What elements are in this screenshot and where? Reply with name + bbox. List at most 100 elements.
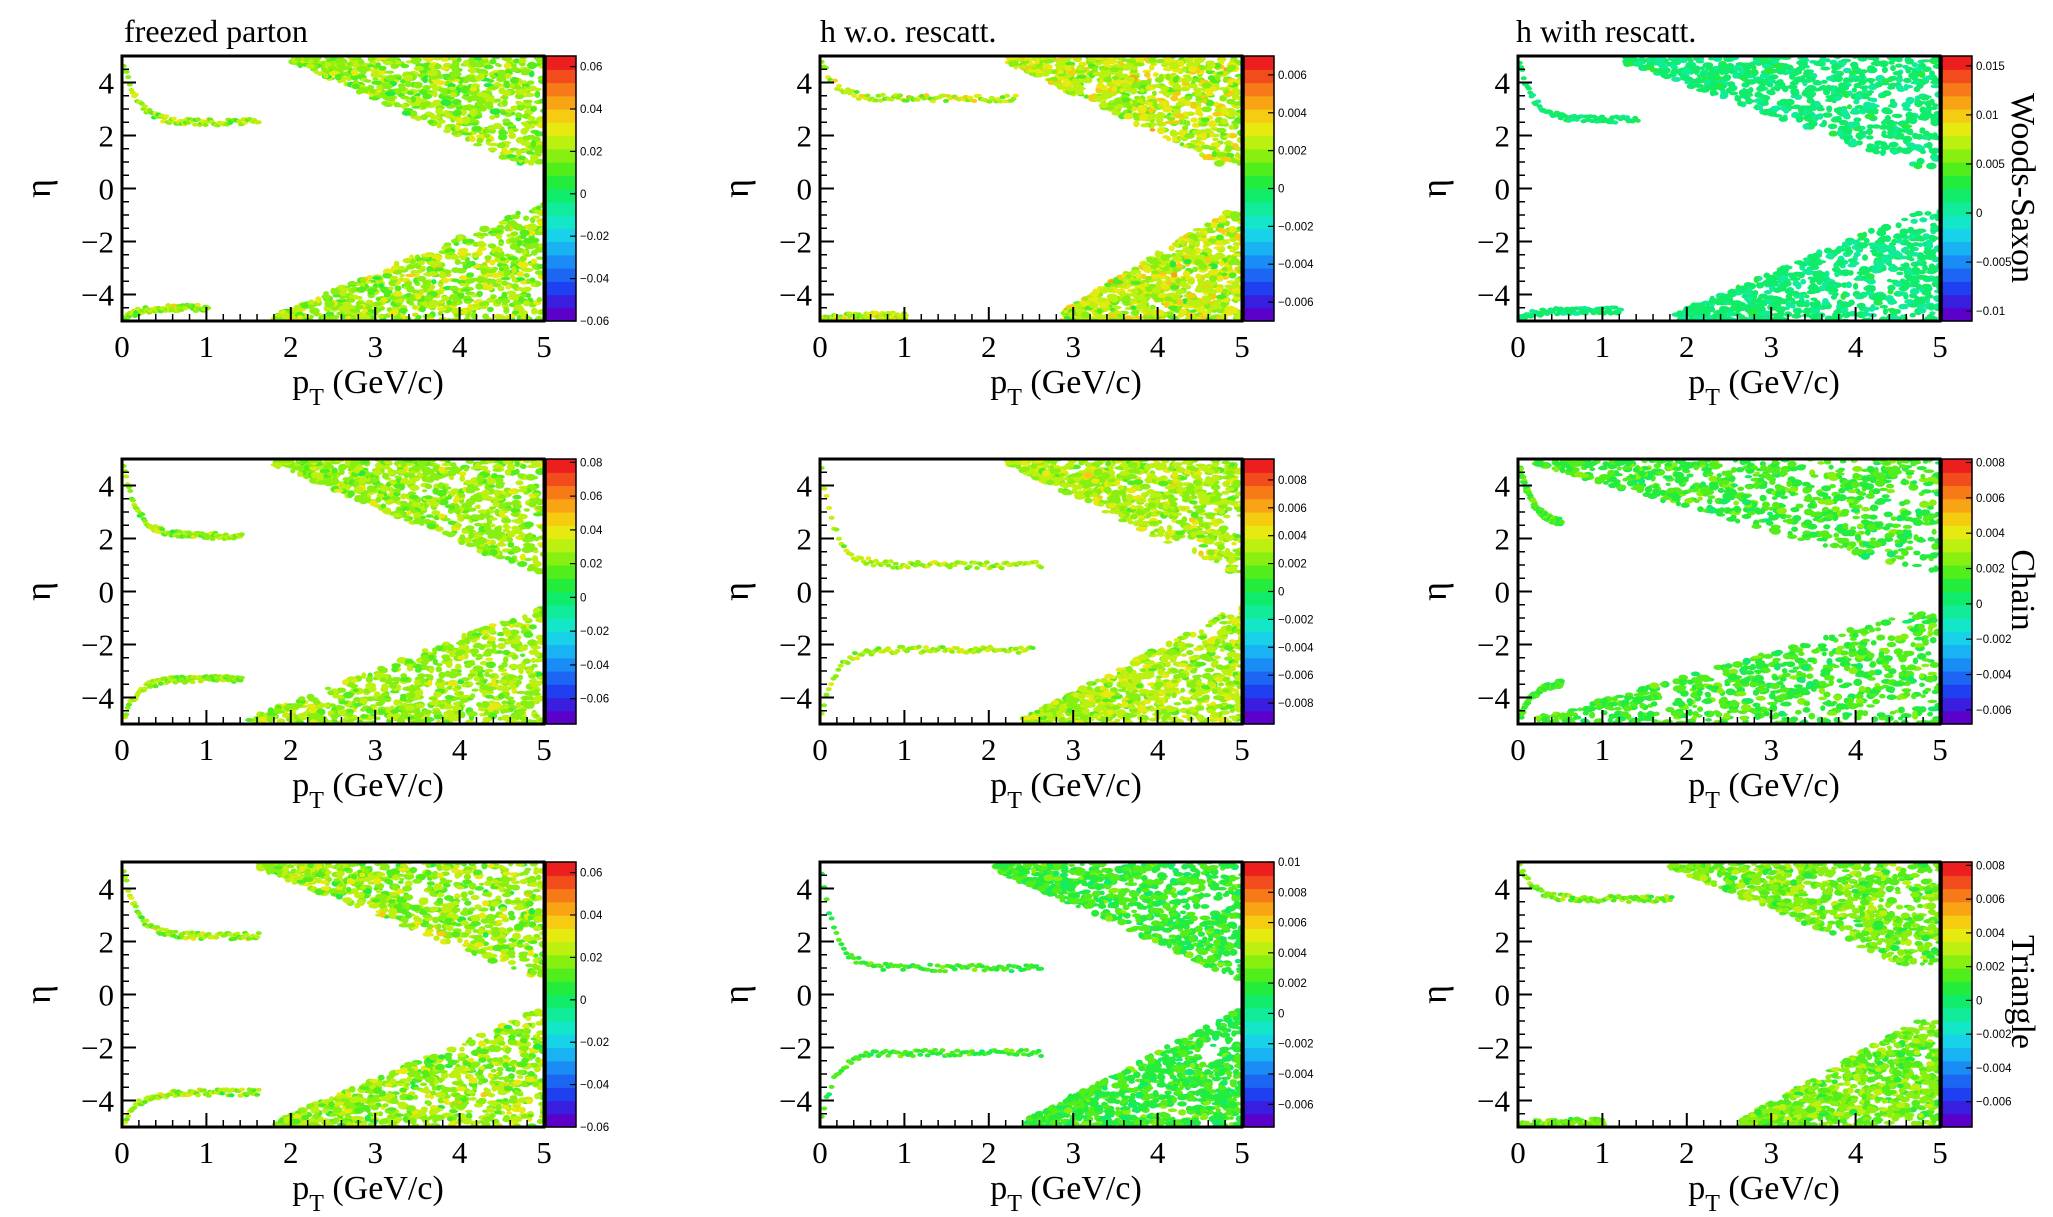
heatmap-cell xyxy=(529,154,539,162)
heatmap-cell xyxy=(1168,61,1179,70)
heatmap-cell xyxy=(514,93,525,100)
heatmap-cell xyxy=(1131,81,1142,89)
heatmap-cell xyxy=(1085,76,1093,84)
colorbar-tick-label: −0.04 xyxy=(580,274,610,286)
heatmap-cell xyxy=(1694,304,1704,309)
heatmap-cell xyxy=(423,56,434,63)
heatmap-cell xyxy=(1658,62,1669,69)
heatmap-cell xyxy=(351,83,360,90)
heatmap-cell xyxy=(315,296,322,304)
heatmap-cell xyxy=(1831,69,1837,74)
heatmap-cell xyxy=(1174,255,1183,261)
heatmap-cell xyxy=(1179,280,1187,288)
heatmap-cell xyxy=(457,234,464,241)
heatmap-cell xyxy=(943,98,949,103)
heatmap-cell xyxy=(1129,270,1138,276)
heatmap-cell xyxy=(1930,222,1937,228)
colorbar-segment xyxy=(546,148,576,163)
heatmap-cell xyxy=(1149,128,1156,132)
heatmap-cell xyxy=(1097,308,1102,314)
heatmap-cell xyxy=(1772,271,1783,277)
heatmap-cell xyxy=(1093,95,1103,102)
heatmap-cell xyxy=(1857,232,1866,238)
heatmap-cell xyxy=(1229,248,1235,253)
heatmap-cell xyxy=(1167,92,1175,96)
heatmap-cell xyxy=(1654,57,1663,64)
heatmap-cell xyxy=(534,90,541,98)
heatmap-cell xyxy=(1727,86,1737,91)
colorbar-tick-label: 0.004 xyxy=(1278,108,1307,120)
heatmap-cell xyxy=(519,255,527,262)
heatmap-cell xyxy=(1754,298,1764,304)
heatmap-cell xyxy=(1813,61,1824,66)
heatmap-cell xyxy=(1122,73,1129,79)
heatmap-cell xyxy=(1184,96,1193,100)
heatmap-cell xyxy=(1105,92,1117,97)
heatmap-cell xyxy=(497,142,506,149)
heatmap-cell xyxy=(1895,84,1904,91)
heatmap-cell xyxy=(487,101,494,108)
heatmap-cell xyxy=(501,99,508,106)
heatmap-cell xyxy=(449,92,458,98)
heatmap-cell xyxy=(1158,73,1165,80)
heatmap-cell xyxy=(530,237,540,243)
heatmap-cell xyxy=(1824,285,1836,292)
heatmap-cell xyxy=(274,313,284,318)
heatmap-cell xyxy=(1841,241,1853,247)
heatmap-cell xyxy=(1877,231,1884,235)
colorbar-segment xyxy=(546,122,576,137)
heatmap-cell xyxy=(1222,288,1228,295)
heatmap-cell xyxy=(338,306,345,312)
heatmap-cell xyxy=(348,294,359,299)
heatmap-cell xyxy=(410,110,418,117)
colorbar-segment xyxy=(1244,228,1274,243)
y-axis-label: η xyxy=(716,179,756,198)
heatmap-cell xyxy=(1926,162,1937,170)
heatmap-cell xyxy=(504,141,510,148)
heatmap-cell xyxy=(1765,295,1776,300)
heatmap-cell xyxy=(405,98,412,103)
heatmap-cell xyxy=(1158,90,1168,94)
heatmap-cell xyxy=(1198,263,1208,271)
heatmap-cell xyxy=(1774,86,1781,92)
heatmap-cell xyxy=(1837,129,1843,136)
y-tick-label: 4 xyxy=(99,66,115,101)
heatmap-cell xyxy=(405,273,416,278)
heatmap-cell xyxy=(451,267,460,273)
heatmap-cell xyxy=(1909,245,1915,253)
heatmap-cell xyxy=(1763,272,1771,279)
heatmap-cell xyxy=(497,285,505,292)
heatmap-cell xyxy=(1212,299,1223,303)
heatmap-cell xyxy=(487,147,498,152)
heatmap-cell xyxy=(126,82,133,87)
heatmap-cell xyxy=(1825,278,1832,283)
heatmap-cell xyxy=(536,121,544,129)
heatmap-cell xyxy=(332,288,340,295)
heatmap-cell xyxy=(390,63,400,69)
heatmap-cell xyxy=(1218,87,1228,91)
heatmap-cell xyxy=(1186,292,1197,299)
heatmap-cell xyxy=(492,229,502,234)
heatmap-cell xyxy=(1919,115,1930,121)
heatmap-cell xyxy=(1190,139,1201,144)
heatmap-cell xyxy=(1182,304,1189,309)
heatmap-cell xyxy=(986,99,993,104)
heatmap-cell xyxy=(477,242,487,248)
heatmap-cell xyxy=(417,288,425,295)
heatmap-cell xyxy=(358,286,366,293)
heatmap-cell xyxy=(1147,113,1156,120)
heatmap-cell xyxy=(1202,286,1211,293)
colorbar-tick-label: 0.04 xyxy=(580,104,603,116)
heatmap-cell xyxy=(1912,144,1924,151)
colorbar-segment xyxy=(1244,135,1274,150)
heatmap-cell xyxy=(1822,298,1829,304)
heatmap-cell xyxy=(365,312,373,316)
heatmap-cell xyxy=(1852,120,1860,127)
heatmap-cell xyxy=(879,92,886,97)
heatmap-cell xyxy=(1900,284,1909,290)
heatmap-cell xyxy=(1904,299,1915,305)
heatmap-cell xyxy=(1900,247,1908,254)
heatmap-cell xyxy=(1860,275,1871,279)
heatmap-cell xyxy=(1186,248,1197,256)
x-tick-label: 0 xyxy=(114,329,130,364)
